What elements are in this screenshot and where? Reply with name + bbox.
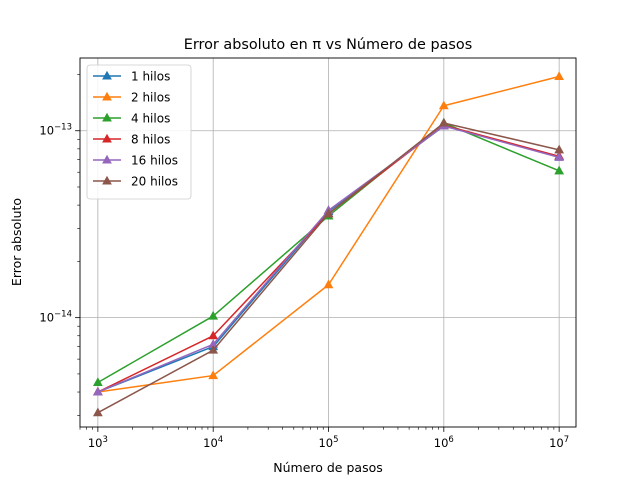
series-point-2 — [208, 370, 219, 380]
series-point-6 — [208, 344, 219, 354]
series-point-3 — [92, 377, 103, 386]
y-tick-label: 10−13 — [39, 123, 72, 138]
legend-label: 1 hilos — [131, 69, 170, 83]
series-point-2 — [323, 279, 334, 289]
plot-frame — [79, 57, 577, 428]
series-point-6 — [323, 208, 334, 218]
series-point-5 — [92, 386, 103, 396]
legend-marker — [102, 175, 112, 185]
legend-label: 20 hilos — [131, 174, 178, 188]
series-point-4 — [208, 330, 219, 340]
axis-ticks: 103 104 105 106 107 10−14 10−13 — [39, 74, 569, 450]
legend-box — [86, 64, 192, 200]
x-tick-label: 104 — [203, 435, 223, 450]
series-point-3 — [554, 165, 565, 175]
series-point-2 — [554, 71, 565, 81]
chart-title: Error absoluto en π vs Número de pasos — [184, 37, 472, 53]
series-point-3 — [208, 310, 219, 320]
series-point-2 — [438, 100, 449, 110]
series-point-6 — [554, 144, 565, 154]
legend-marker — [102, 70, 112, 80]
y-tick-label: 10−14 — [39, 310, 72, 325]
legend-label: 16 hilos — [131, 153, 178, 167]
x-tick-label: 105 — [318, 435, 338, 450]
legend-label: 4 hilos — [131, 111, 170, 125]
y-axis-label: Error absoluto — [9, 198, 24, 286]
legend: 1 hilos 2 hilos 4 hilos 8 hilos 16 hilos 20 h… — [86, 64, 192, 200]
x-tick-label: 107 — [549, 435, 569, 450]
legend-label: 2 hilos — [131, 90, 170, 104]
series-point-5 — [554, 152, 565, 161]
series-point-6 — [92, 407, 103, 417]
legend-marker — [102, 133, 112, 143]
series-point-6 — [438, 117, 449, 127]
x-tick-label: 106 — [434, 435, 454, 450]
plot-series — [92, 71, 565, 417]
x-axis-label: Número de pasos — [273, 460, 383, 475]
legend-marker — [102, 112, 112, 122]
legend-label: 8 hilos — [131, 132, 170, 146]
legend-marker — [102, 91, 112, 101]
x-tick-label: 103 — [88, 435, 108, 450]
legend-marker — [102, 154, 112, 164]
